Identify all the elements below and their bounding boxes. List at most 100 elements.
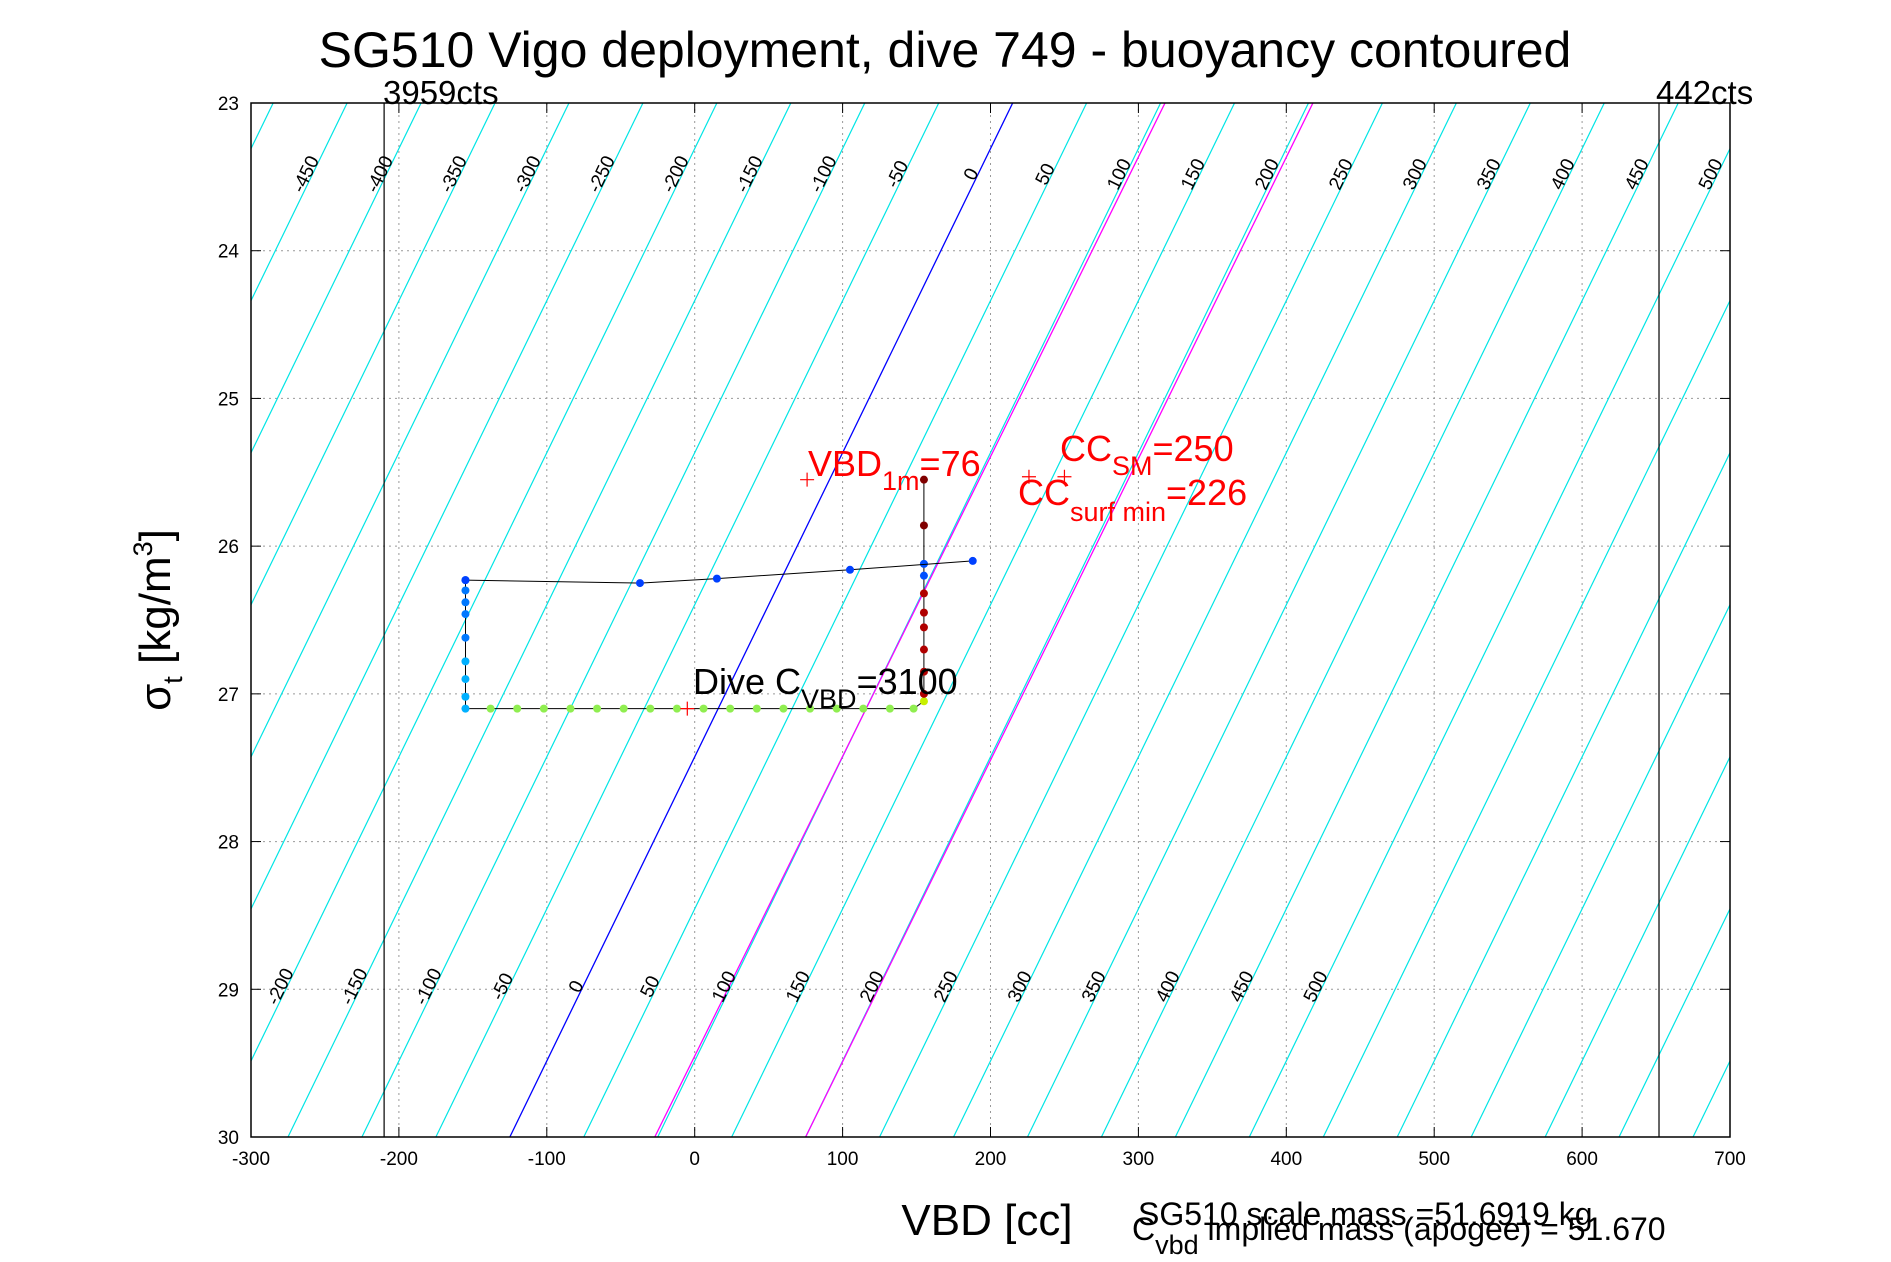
vbd-1m-annotation: VBD1m=76 — [808, 443, 981, 496]
cc-surf-min-annotation: CCsurf min=226 — [1018, 472, 1247, 527]
x-axis-label: VBD [cc] — [901, 1196, 1072, 1245]
trajectory-point — [461, 598, 470, 607]
contour-line — [251, 103, 644, 911]
marker-CC_surf_min — [1021, 469, 1036, 484]
dive-cvbd-annotation: Dive CVBD=3100 — [693, 661, 958, 714]
contour-line — [1322, 299, 1730, 1137]
contour-line — [1026, 103, 1531, 1137]
cc-line — [805, 103, 1314, 1137]
x-tick-label: 600 — [1566, 1149, 1598, 1170]
y-tick-label: 23 — [218, 94, 239, 115]
contour-line — [251, 103, 348, 303]
zero-buoyancy-line — [509, 103, 1014, 1137]
trajectory-point — [635, 579, 644, 588]
dive-trajectory — [461, 475, 977, 713]
trajectory-point — [461, 633, 470, 642]
trajectory-point — [712, 574, 721, 583]
contour-line — [657, 103, 1162, 1137]
contour-line — [435, 103, 940, 1137]
y-tick-label: 30 — [218, 1128, 239, 1149]
y-tick-label: 24 — [218, 242, 240, 263]
trajectory-point — [919, 623, 928, 632]
trajectory-point — [752, 704, 761, 713]
contour-line — [361, 103, 866, 1137]
contour-line — [251, 103, 496, 607]
contour-line — [1174, 103, 1679, 1137]
y-tick-label: 26 — [218, 537, 239, 558]
contour-line — [731, 103, 1236, 1137]
x-tick-label: 300 — [1123, 1149, 1155, 1170]
marker-CC_SM — [1057, 469, 1072, 484]
trajectory-point — [919, 667, 928, 676]
contour-line — [1396, 451, 1730, 1137]
y-tick-label: 29 — [218, 980, 239, 1001]
axis-ticks: -300 -200 -100 0 100 200 300 400 500 600 700 23 24 25… — [218, 94, 1746, 1170]
trajectory-point — [919, 571, 928, 580]
chart-title: SG510 Vigo deployment, dive 749 - buoyan… — [319, 22, 1572, 78]
y-tick-label: 28 — [218, 833, 239, 854]
limit-label-right: 442cts — [1656, 74, 1753, 111]
trajectory-point — [486, 704, 495, 713]
contour-line — [1618, 907, 1730, 1137]
x-tick-label: 100 — [827, 1149, 859, 1170]
y-axis-label: σt [kg/m3] — [128, 529, 188, 711]
contour-line — [1544, 755, 1730, 1137]
marker-VBD_1m — [800, 472, 815, 487]
trajectory-point — [619, 704, 628, 713]
trajectory-point — [919, 689, 928, 698]
x-tick-label: 400 — [1270, 1149, 1302, 1170]
trajectory-point — [919, 697, 928, 706]
trajectory-point — [968, 556, 977, 565]
contour-line — [879, 103, 1383, 1137]
trajectory-point — [461, 692, 470, 701]
trajectory-point — [461, 586, 470, 595]
trajectory-point — [919, 608, 928, 617]
x-tick-label: 700 — [1714, 1149, 1746, 1170]
trajectory-point — [909, 704, 918, 713]
contour-line — [0, 103, 125, 1137]
trajectory-point — [461, 704, 470, 713]
trajectory-point — [832, 704, 841, 713]
trajectory-point — [919, 589, 928, 598]
contour-line — [1841, 103, 1891, 1137]
contour-line — [287, 103, 792, 1137]
trajectory-point — [461, 576, 470, 585]
vbd-limit-lines — [383, 103, 1660, 1137]
trajectory-point — [461, 610, 470, 619]
x-tick-label: 500 — [1418, 1149, 1450, 1170]
contour-line — [0, 103, 51, 1137]
contour-line — [583, 103, 1088, 1137]
buoyancy-contours — [0, 103, 1891, 1137]
x-tick-label: -100 — [528, 1149, 566, 1170]
trajectory-point — [919, 559, 928, 568]
trajectory-point — [919, 521, 928, 530]
y-tick-label: 25 — [218, 389, 239, 410]
y-tick-label: 27 — [218, 685, 239, 706]
x-tick-label: -200 — [380, 1149, 418, 1170]
trajectory-point — [672, 704, 681, 713]
contour-line — [1100, 103, 1605, 1137]
marker-Dive_C_VBD — [680, 701, 695, 716]
contour-line — [251, 103, 570, 759]
x-tick-label: 200 — [975, 1149, 1007, 1170]
trajectory-point — [806, 704, 815, 713]
trajectory-point — [566, 704, 575, 713]
cc-sm-annotation: CCSM=250 — [1060, 428, 1234, 481]
contour-line — [1470, 603, 1730, 1137]
cc-line — [654, 103, 1166, 1137]
contour-line — [805, 103, 1310, 1137]
contour-line — [952, 103, 1457, 1137]
trajectory-point — [919, 475, 928, 484]
trajectory-point — [513, 704, 522, 713]
contour-line — [251, 103, 422, 455]
trajectory-point — [779, 704, 788, 713]
trajectory-point — [919, 645, 928, 654]
trajectory-point — [845, 565, 854, 574]
limit-label-left: 3959cts — [383, 74, 499, 111]
trajectory-point — [461, 675, 470, 684]
trajectory-point — [539, 704, 548, 713]
implied-mass-note: Cvbd implied mass (apogee) = 51.670 — [1132, 1211, 1666, 1260]
contour-line — [1767, 103, 1891, 1137]
trajectory-point — [646, 704, 655, 713]
